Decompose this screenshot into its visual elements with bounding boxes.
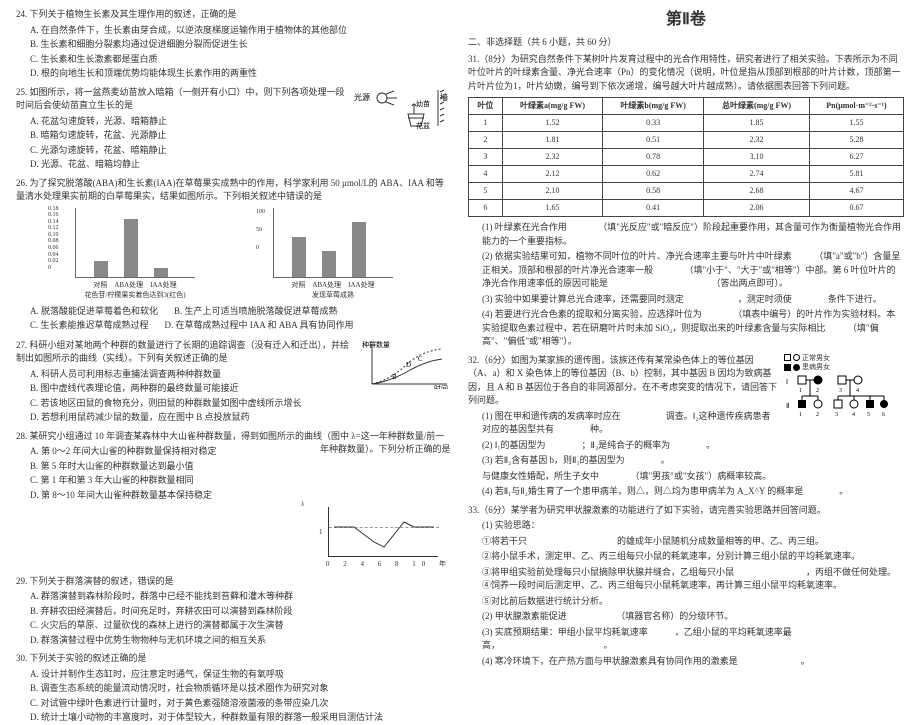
q29-optD: D. 群落演替过程中优势生物物种与无机环境之间的相互关系 [30, 634, 452, 648]
q24-stem: 24. 下列关于植物生长素及其生理作用的叙述，正确的是 [16, 9, 237, 19]
q30-optD: D. 统计土壤小动物的丰富度时，对于体型较大，种群数量有限的群落一般采用目测估计… [30, 711, 452, 725]
svg-text:4: 4 [856, 388, 859, 394]
q28-optA: A. 第 0～2 年间大山雀的种群数量保持相对稳定 [30, 445, 320, 459]
q31-sub1: (1) 叶绿素在光合作用 （填"光反应"或"暗反应"）阶段起重要作用，其含量可作… [482, 221, 904, 248]
q26-stem: 26. 为了探究脱落酸(ABA)和生长素(IAA)在草莓果实成熟中的作用，科学家… [16, 178, 444, 202]
svg-text:C: C [418, 355, 423, 363]
svg-text:5: 5 [867, 412, 870, 418]
bar1 [94, 261, 108, 277]
bar2 [124, 219, 138, 277]
q25-stem: 25. 如图所示，将一盆燕麦幼苗放入暗箱（一侧开有小口）中，则下列各项处理一段时… [16, 87, 345, 111]
q28-optD: D. 第 8～10 年间大山雀种群数量基本保持稳定 [30, 489, 320, 503]
q26-optC: C. 生长素能推迟草莓成熟过程 [30, 319, 149, 333]
q27-stem: 27. 科研小组对某地两个种群的数量进行了长期的追踪调查（没有迁入和迁出），并绘… [16, 340, 349, 364]
q33-s2: ②将小鼠手术，测定甲、乙、丙三组每只小鼠的耗氧速率，分别计算三组小鼠的平均耗氧速… [482, 550, 904, 564]
q31-sub4: (4) 若要进行光合色素的提取和分离实验，应选择叶位为 （填表中编号）的叶片作为… [482, 308, 904, 349]
q24-optA: A. 在自然条件下，生长素由芽合成，以逆浓度梯度运输作用于植物体的其他部位 [30, 24, 452, 38]
q32-pedigree: 正常男女 患病男女 Ⅰ 1 2 3 4 Ⅱ 1 2 3 4 5 6 [784, 354, 904, 414]
svg-text:1: 1 [799, 388, 802, 394]
q33-stem: 33.（6分）某学者为研究甲状腺激素的功能进行了如下实验，请完善实验思路并回答问… [468, 505, 826, 515]
q25-optD: D. 光源、花盆、暗箱均静止 [30, 158, 452, 172]
q33-sub4: (4) 寒冷环境下，在产热方面与甲状腺激素具有协同作用的激素是 。 [482, 655, 904, 669]
light-label: 光源 [354, 92, 370, 102]
q25-optC: C. 光源匀速旋转，花盆、暗箱静止 [30, 144, 452, 158]
q26-chart2: 100500 对照 ABA处理 IAA处理发现草莓成熟 [273, 208, 393, 301]
q24-optC: C. 生长素和生长激素都是蛋白质 [30, 53, 452, 67]
svg-text:时间: 时间 [434, 384, 448, 389]
q24-optB: B. 生长素和细胞分裂素均通过促进细胞分裂而促进生长 [30, 38, 452, 52]
q25-figure: 光源 墙 幼苗 花盆 [352, 86, 452, 130]
q32-sub3: (3) 若Ⅱ₂含有基因 b，则Ⅱ₁的基因型为 。 [482, 454, 904, 468]
q32-sub3b: 与健康女性婚配，所生子女中 （填"男孩"或"女孩"）病概率较高。 [482, 470, 904, 484]
q28-figure: λ 1 0 2 4 6 8 10 年 [298, 503, 452, 570]
q29-optB: B. 弃耕农田经演替后，时间充足时，弃耕农田可以演替到森林阶段 [30, 605, 452, 619]
bar3 [154, 268, 168, 277]
svg-text:D: D [406, 361, 411, 369]
svg-text:种群数量: 种群数量 [362, 340, 390, 349]
q25-optB: B. 暗箱匀速旋转，花盆、光源静止 [30, 129, 452, 143]
q31-table: 叶位叶绿素a(mg/g FW)叶绿素b(mg/g FW)总叶绿素(mg/g FW… [468, 97, 904, 217]
q30-optB: B. 调查生态系统的能量流动情况时，社会物质循环是以技术圈作为研究对象 [30, 682, 452, 696]
svg-text:Ⅱ: Ⅱ [786, 402, 789, 410]
q26-optB: B. 生产上可适当喷施脱落酸促进草莓成熟 [174, 305, 338, 319]
q33-s3: ③将甲组实验前处理每只小鼠摘除甲状腺并缝合，乙组每只小鼠 ，丙组不做任何处理。④… [482, 566, 904, 593]
q31-sub2: (2) 依据实验结果可知，植物不同叶位的叶片、净光合速率主要与叶片中叶绿素 （填… [482, 250, 904, 291]
svg-text:B: B [392, 373, 397, 381]
svg-text:幼苗: 幼苗 [416, 99, 430, 108]
q33-s1: ①将若干只 的雄成年小鼠随机分成数量相等的甲、乙、丙三组。 [482, 535, 904, 549]
q27-optD: D. 若想利用鼠药减少鼠的数量，应在图中 B 点投放鼠药 [30, 411, 452, 425]
q33-sub2: (2) 甲状腺激素能促进 （填器官名称）的分级环节。 [482, 610, 904, 624]
q33-sub1: (1) 实验思路： [482, 519, 904, 533]
q33-sub3: (3) 实底预期结果：甲组小鼠平均耗氧速率 ，乙组小鼠的平均耗氧速率最高， 。 [482, 626, 904, 653]
q29-stem: 29. 下列关于群落演替的叙述，错误的是 [16, 576, 174, 586]
q30-optA: A. 设计并制作生态缸时，应注意定时通气，保证生物的有氧呼吸 [30, 668, 452, 682]
svg-text:Ⅰ: Ⅰ [786, 378, 788, 386]
q24-optD: D. 根的向地生长和顶端优势均能体现生长素作用的两重性 [30, 67, 452, 81]
q26-optA: A. 脱落酸能促进草莓着色和软化 [30, 305, 158, 319]
q30-stem: 30. 下列关于实验的叙述正确的是 [16, 653, 147, 663]
q33-s5: ⑤对比前后数据进行统计分析。 [482, 595, 904, 609]
q32-sub2: (2) Ⅰ₁的基因型为 ；Ⅱ₃是纯合子的概率为 。 [482, 439, 904, 453]
q32-stem: 32.（6分）如图为某家族的遗传图，该族还传有某常染色体上的等位基因（A、a）和… [468, 355, 777, 406]
q27-optC: C. 若该地区田鼠的食物充分，则田鼠的种群数量如图中虚线所示增长 [30, 397, 452, 411]
q32-sub4: (4) 若Ⅱ₁与Ⅱ₂婚生育了一个患甲病羊，则△，则△均为患甲病羊为 A_X^Y … [482, 485, 904, 499]
svg-text:2: 2 [816, 388, 819, 394]
svg-text:1: 1 [799, 412, 802, 418]
q26-chart1: 0.180.160.140.120.100.080.060.040.020 对照… [75, 208, 195, 301]
q26-optD: D. 在草莓成熟过程中 IAA 和 ABA 具有协同作用 [165, 319, 354, 333]
nonchoice-head: 二、非选择题（共 6 小题，共 60 分） [468, 36, 904, 50]
q31-sub3: (3) 实验中如果要计算总光合速率，还需要同时测定 ，测定时须使 条件下进行。 [482, 293, 904, 307]
svg-text:4: 4 [852, 412, 855, 418]
section-title: 第Ⅱ卷 [468, 8, 904, 32]
svg-text:2: 2 [816, 412, 819, 418]
svg-text:6: 6 [882, 412, 885, 418]
q28-xticks: 0 2 4 6 8 10 年 [326, 559, 452, 570]
q29-optC: C. 火灾后的草原、过量砍伐的森林上进行的演替都属于次生演替 [30, 619, 452, 633]
q29-optA: A. 群落演替到森林阶段时，群落中已经不能找到苔藓和灌木等种群 [30, 590, 452, 604]
q28-optB: B. 第 5 年时大山雀的种群数量达到最小值 [30, 460, 320, 474]
q27-figure: D C B 种群数量 时间 [362, 339, 452, 389]
svg-text:3: 3 [839, 388, 842, 394]
q31-stem: 31.（8分）为研究自然条件下某树叶片发育过程中的光合作用特性，研究者进行了相关… [468, 54, 901, 91]
q28-optC: C. 第 1 年和第 3 年大山雀的种群数量相同 [30, 474, 320, 488]
svg-text:花盆: 花盆 [416, 121, 430, 130]
svg-text:3: 3 [835, 412, 838, 418]
q30-optC: C. 对试管中绿叶色素进行计量时，对于黄色素强随溶液菌液的条带应染几次 [30, 697, 452, 711]
